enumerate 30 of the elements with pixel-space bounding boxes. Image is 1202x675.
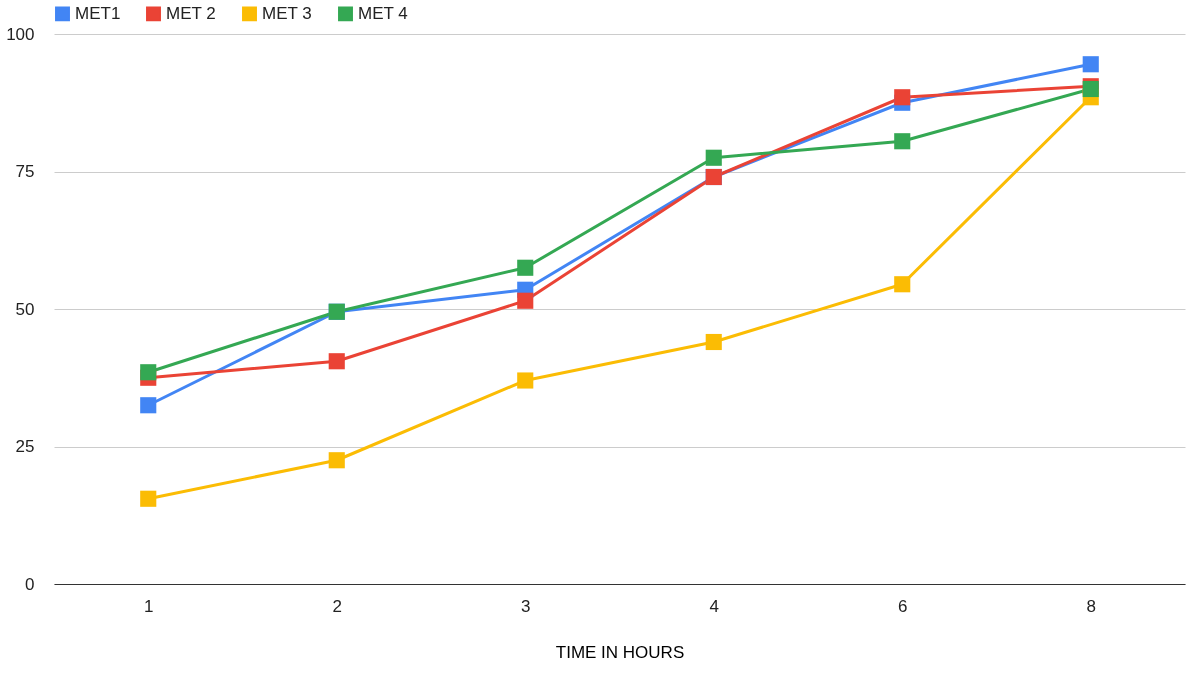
x-tick-label: 8: [1086, 596, 1096, 616]
point: [705, 149, 722, 166]
point: [894, 276, 911, 293]
x-tick-label: 1: [144, 596, 154, 616]
point: [894, 89, 911, 106]
x-tick-label: 4: [709, 596, 719, 616]
point: [517, 259, 534, 276]
point: [140, 490, 157, 507]
y-tick-label: 0: [25, 574, 35, 594]
point: [140, 364, 157, 381]
point: [328, 353, 345, 370]
point: [517, 372, 534, 389]
y-tick-label: 100: [6, 24, 35, 44]
legend-label: MET1: [75, 3, 121, 23]
legend-label: MET 4: [358, 3, 408, 23]
legend-label: MET 2: [166, 3, 216, 23]
x-axis-title: TIME IN HOURS: [555, 642, 685, 662]
y-tick-label: 25: [15, 437, 35, 456]
x-tick-label: 6: [898, 596, 908, 616]
point: [328, 452, 345, 469]
legend-label: MET 3: [262, 3, 312, 23]
point: [1082, 56, 1099, 73]
point: [894, 133, 911, 150]
x-tick-label: 3: [521, 596, 531, 616]
y-tick-label: 75: [15, 162, 35, 181]
point: [705, 333, 722, 351]
point: [517, 292, 534, 309]
x-tick-label: 2: [332, 596, 342, 616]
point: [140, 397, 157, 414]
y-tick-label: 50: [15, 299, 35, 319]
